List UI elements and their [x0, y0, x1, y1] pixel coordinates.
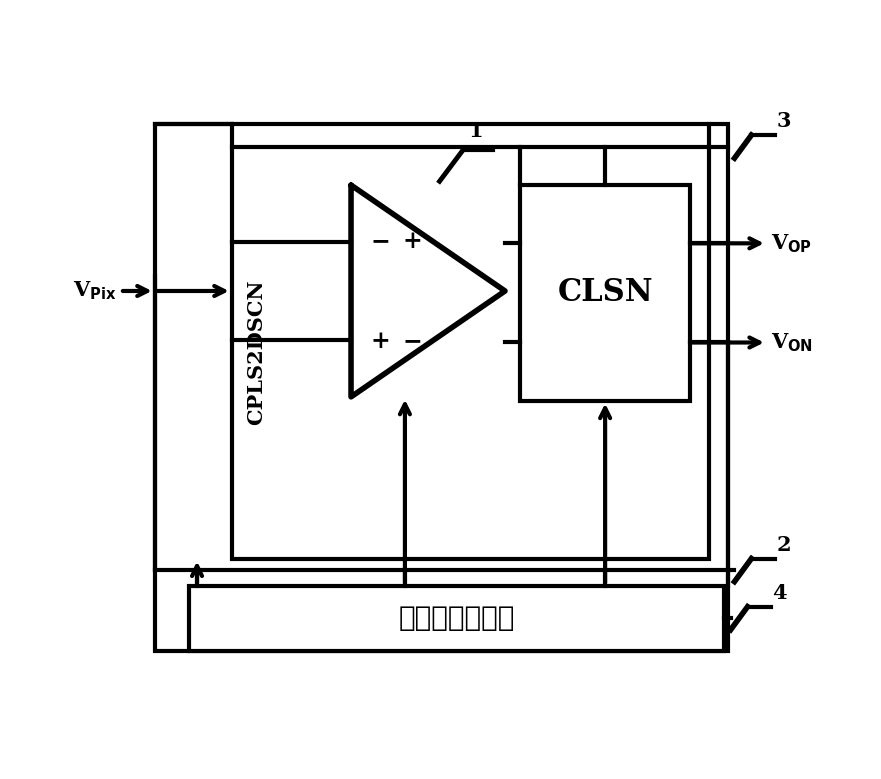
- Bar: [155, 124, 729, 651]
- Text: +: +: [370, 330, 390, 353]
- Text: CPLS2DSCN: CPLS2DSCN: [247, 280, 266, 425]
- Text: +: +: [403, 229, 423, 252]
- Text: V$_{\mathbf{OP}}$: V$_{\mathbf{OP}}$: [771, 232, 811, 255]
- Text: −: −: [370, 229, 390, 252]
- Text: 3: 3: [776, 111, 790, 131]
- Text: 4: 4: [773, 583, 787, 603]
- Bar: [232, 146, 709, 559]
- Text: 控制信号发生器: 控制信号发生器: [399, 605, 515, 633]
- Bar: [521, 185, 690, 400]
- Text: −: −: [403, 330, 423, 353]
- Text: CLSN: CLSN: [558, 277, 653, 308]
- Text: 2: 2: [776, 534, 790, 555]
- Text: 1: 1: [469, 122, 484, 141]
- Text: V$_{\mathbf{ON}}$: V$_{\mathbf{ON}}$: [771, 331, 812, 354]
- Bar: [189, 586, 724, 651]
- Text: V$_{\mathbf{Pix}}$: V$_{\mathbf{Pix}}$: [73, 280, 116, 302]
